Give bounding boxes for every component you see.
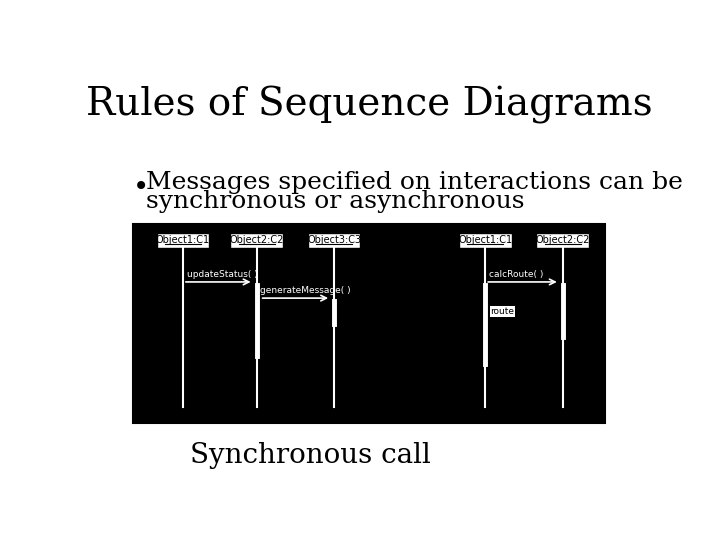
Bar <box>536 233 589 248</box>
Bar <box>253 282 260 359</box>
Text: Synchronous call: Synchronous call <box>190 442 431 469</box>
Text: Object3:C3: Object3:C3 <box>307 235 361 245</box>
Text: Object1:C1: Object1:C1 <box>156 235 210 245</box>
Bar <box>559 282 566 340</box>
Text: Messages specified on interactions can be: Messages specified on interactions can b… <box>145 171 683 194</box>
Text: updateStatus( ): updateStatus( ) <box>187 270 258 279</box>
Text: Object1:C1: Object1:C1 <box>458 235 513 245</box>
Bar <box>132 224 606 423</box>
Bar <box>230 233 283 248</box>
Text: calcRoute( ): calcRoute( ) <box>489 270 544 279</box>
Text: route: route <box>490 307 514 316</box>
Text: generateMessage( ): generateMessage( ) <box>261 286 351 295</box>
Bar <box>489 306 516 317</box>
Text: Object2:C2: Object2:C2 <box>536 235 590 245</box>
Bar <box>482 282 488 367</box>
Bar <box>331 298 337 327</box>
Bar <box>459 233 512 248</box>
Text: •: • <box>132 173 149 200</box>
Text: synchronous or asynchronous: synchronous or asynchronous <box>145 190 524 213</box>
Bar <box>157 233 210 248</box>
Bar <box>307 233 361 248</box>
Text: Rules of Sequence Diagrams: Rules of Sequence Diagrams <box>86 86 652 124</box>
Text: Object2:C2: Object2:C2 <box>230 235 284 245</box>
